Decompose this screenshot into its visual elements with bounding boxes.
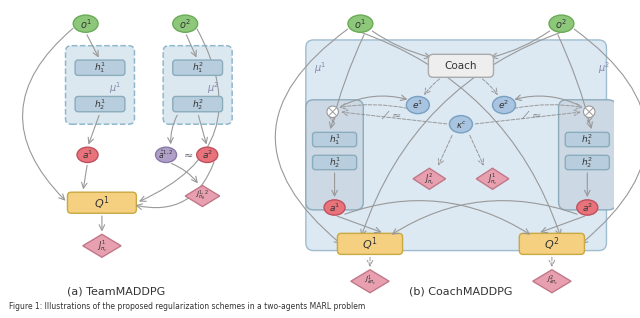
Text: $\not\approx$: $\not\approx$ (381, 108, 401, 121)
Text: (a) TeamMADDPG: (a) TeamMADDPG (67, 287, 165, 297)
Ellipse shape (173, 15, 198, 32)
Text: $\mu^1$: $\mu^1$ (109, 80, 122, 96)
Text: $h_2^2$: $h_2^2$ (581, 155, 593, 170)
Polygon shape (413, 168, 445, 189)
FancyBboxPatch shape (312, 132, 356, 147)
Text: $a^2$: $a^2$ (582, 201, 593, 214)
FancyBboxPatch shape (67, 192, 136, 213)
Text: $\hat{a}^{1,2}$: $\hat{a}^{1,2}$ (158, 149, 174, 161)
Text: $J^2_{\partial\pi_c}$: $J^2_{\partial\pi_c}$ (546, 274, 558, 288)
Text: (b) CoachMADDPG: (b) CoachMADDPG (409, 287, 513, 297)
Text: $J^1_{\pi_c}$: $J^1_{\pi_c}$ (487, 171, 498, 187)
FancyBboxPatch shape (75, 60, 125, 75)
Ellipse shape (73, 15, 98, 32)
Text: $\mu^2$: $\mu^2$ (207, 80, 219, 96)
Polygon shape (476, 168, 509, 189)
Text: $Q^1$: $Q^1$ (94, 194, 110, 211)
FancyBboxPatch shape (306, 100, 364, 210)
Ellipse shape (549, 15, 574, 32)
Text: $\approx$: $\approx$ (181, 150, 193, 160)
Text: $J^1_{\pi_c}$: $J^1_{\pi_c}$ (97, 238, 108, 254)
Ellipse shape (577, 200, 598, 215)
Text: $Q^2$: $Q^2$ (544, 235, 560, 253)
Ellipse shape (156, 147, 177, 162)
FancyBboxPatch shape (337, 233, 403, 254)
FancyBboxPatch shape (163, 46, 232, 124)
Text: $J^2_{\pi_c}$: $J^2_{\pi_c}$ (424, 171, 435, 187)
Polygon shape (83, 234, 121, 257)
FancyBboxPatch shape (519, 233, 584, 254)
Ellipse shape (196, 147, 218, 162)
Text: $o^1$: $o^1$ (355, 17, 367, 31)
Text: $\not\approx$: $\not\approx$ (520, 108, 541, 121)
FancyBboxPatch shape (428, 54, 493, 77)
Text: $a^2$: $a^2$ (202, 149, 213, 161)
FancyBboxPatch shape (565, 132, 609, 147)
Text: $h_2^1$: $h_2^1$ (328, 155, 340, 170)
Text: $h_1^1$: $h_1^1$ (94, 60, 106, 75)
Ellipse shape (324, 200, 345, 215)
Text: $a^1$: $a^1$ (82, 149, 93, 161)
Text: $h_1^1$: $h_1^1$ (328, 132, 340, 147)
FancyBboxPatch shape (306, 40, 607, 251)
Ellipse shape (348, 15, 373, 32)
Ellipse shape (77, 147, 98, 162)
FancyBboxPatch shape (75, 96, 125, 112)
Ellipse shape (493, 96, 515, 114)
Text: $J^{1,2}_{\pi_\theta}$: $J^{1,2}_{\pi_\theta}$ (195, 189, 209, 203)
Polygon shape (532, 270, 571, 293)
Text: $\mu^1$: $\mu^1$ (314, 60, 326, 76)
FancyBboxPatch shape (65, 46, 134, 124)
Text: $h_2^2$: $h_2^2$ (192, 97, 204, 112)
Text: $\mu^2$: $\mu^2$ (598, 60, 611, 76)
Polygon shape (351, 270, 389, 293)
Text: $\kappa^c$: $\kappa^c$ (456, 119, 466, 130)
Text: $h_2^1$: $h_2^1$ (94, 97, 106, 112)
Text: $h_1^2$: $h_1^2$ (581, 132, 593, 147)
Ellipse shape (406, 96, 429, 114)
FancyBboxPatch shape (173, 96, 223, 112)
Text: $h_1^2$: $h_1^2$ (192, 60, 204, 75)
FancyBboxPatch shape (312, 155, 356, 170)
Text: $o^1$: $o^1$ (79, 17, 92, 31)
Text: $e^1$: $e^1$ (412, 99, 424, 111)
Text: $o^2$: $o^2$ (556, 17, 568, 31)
Text: Coach: Coach (445, 61, 477, 71)
FancyBboxPatch shape (559, 100, 616, 210)
FancyBboxPatch shape (173, 60, 223, 75)
FancyBboxPatch shape (565, 155, 609, 170)
Circle shape (584, 106, 595, 118)
Text: $e^2$: $e^2$ (499, 99, 509, 111)
Text: $a^1$: $a^1$ (329, 201, 340, 214)
Text: $Q^1$: $Q^1$ (362, 235, 378, 253)
Ellipse shape (449, 115, 472, 133)
Text: Figure 1: Illustrations of the proposed regularization schemes in a two-agents M: Figure 1: Illustrations of the proposed … (9, 301, 365, 311)
Circle shape (327, 106, 339, 118)
Text: $J^1_{\partial\pi_c}$: $J^1_{\partial\pi_c}$ (364, 274, 376, 288)
Text: $o^2$: $o^2$ (179, 17, 191, 31)
Polygon shape (185, 185, 220, 207)
